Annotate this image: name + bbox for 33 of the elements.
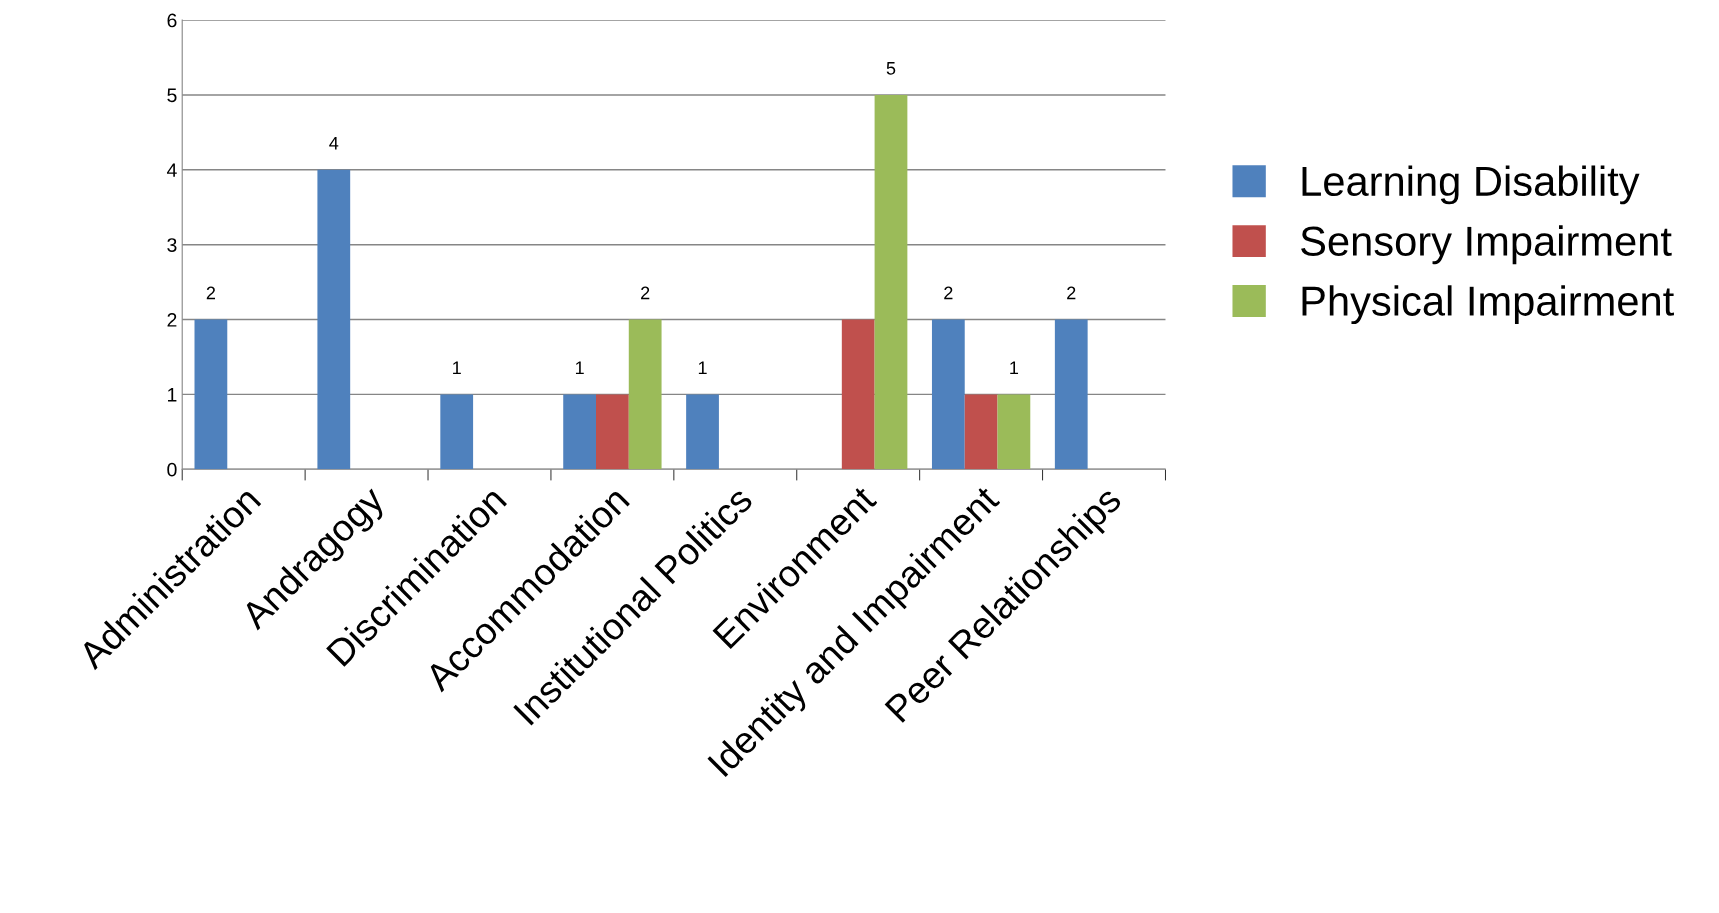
y-tick-label: 5 bbox=[167, 88, 177, 103]
legend-label: Physical Impairment bbox=[1302, 285, 1674, 325]
bar bbox=[931, 319, 965, 470]
bar bbox=[997, 394, 1031, 470]
data-label: 2 bbox=[641, 286, 650, 300]
bar bbox=[874, 94, 908, 470]
bar bbox=[964, 394, 998, 470]
bar bbox=[686, 394, 719, 470]
data-label: 1 bbox=[698, 361, 707, 374]
data-label: 2 bbox=[206, 286, 216, 300]
legend-label: Sensory Impairment bbox=[1301, 225, 1672, 265]
data-label: 5 bbox=[886, 62, 896, 75]
bar bbox=[440, 394, 474, 470]
data-label: 2 bbox=[944, 286, 953, 300]
y-tick-label: 0 bbox=[167, 462, 177, 477]
data-label: 4 bbox=[329, 136, 339, 150]
y-tick-label: 4 bbox=[166, 163, 177, 177]
bar bbox=[317, 169, 351, 470]
bar bbox=[194, 319, 228, 470]
y-tick-label: 6 bbox=[167, 13, 177, 28]
data-label: 1 bbox=[575, 361, 584, 374]
y-tick-label: 3 bbox=[167, 238, 177, 252]
data-label: 1 bbox=[1010, 361, 1019, 374]
bar bbox=[841, 319, 875, 470]
y-tick-label: 2 bbox=[167, 313, 177, 327]
bar bbox=[563, 394, 597, 470]
bar bbox=[628, 319, 662, 470]
data-label: 1 bbox=[453, 361, 461, 374]
y-tick-label: 1 bbox=[168, 388, 177, 402]
legend-label: Learning Disability bbox=[1302, 165, 1640, 205]
bar bbox=[596, 394, 629, 470]
bar bbox=[1054, 319, 1088, 470]
data-label: 2 bbox=[1067, 286, 1076, 300]
